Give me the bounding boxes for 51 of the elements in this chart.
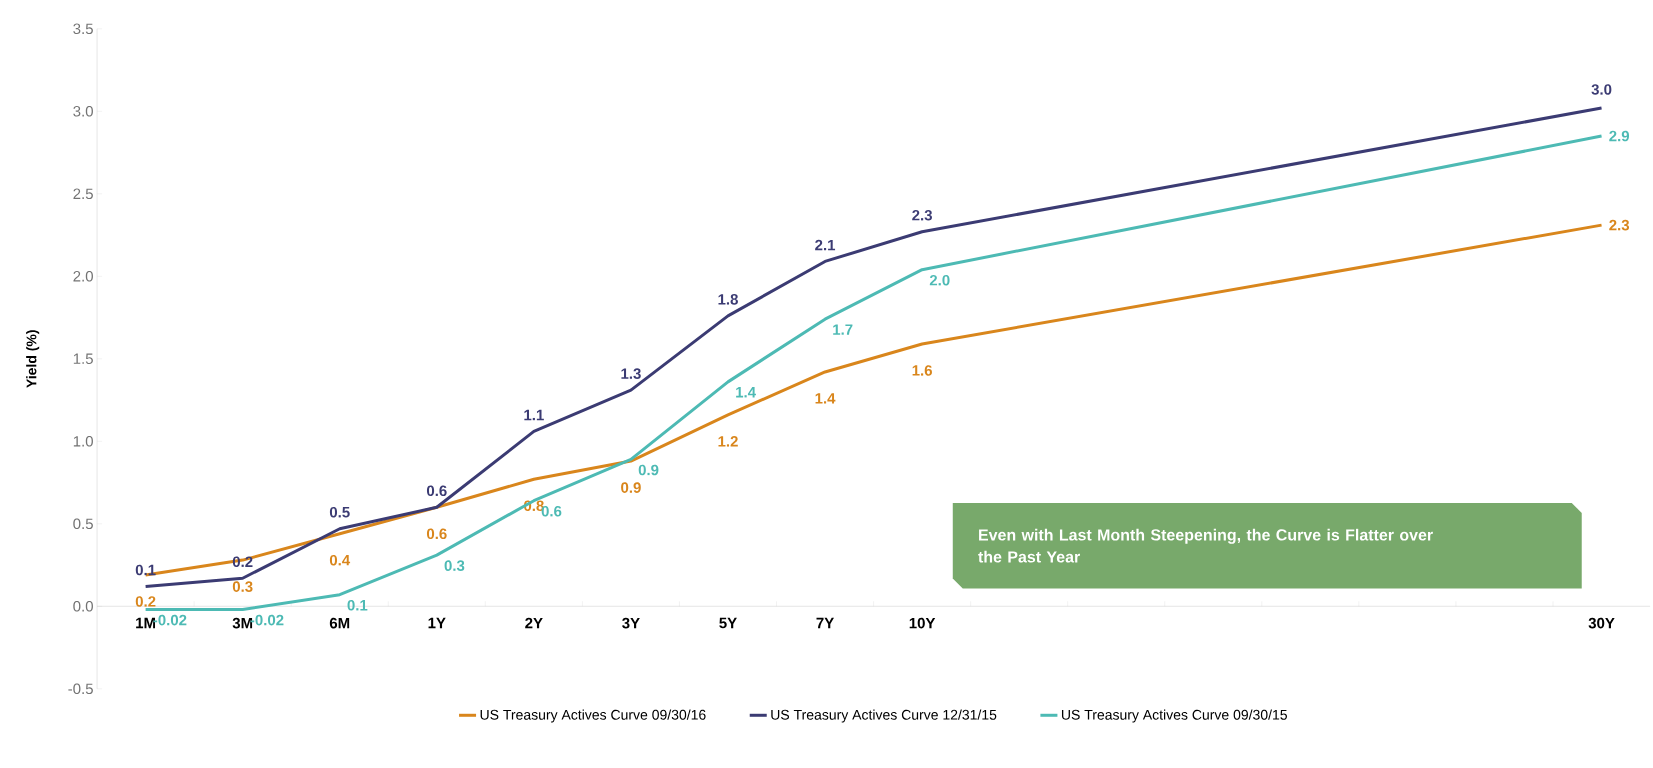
x-tick-label: 2Y <box>525 617 543 629</box>
y-tick-label: 3.0 <box>73 105 93 117</box>
y-tick-label: 2.5 <box>73 188 93 200</box>
annotation: Even with Last Month Steepening, the Curve is Flatter over the Past Year <box>978 528 1433 563</box>
x-tick-label: 5Y <box>719 617 737 629</box>
data-label: 0.6 <box>426 485 447 497</box>
data-label: 0.5 <box>329 506 350 518</box>
x-tick-label: 30Y <box>1588 617 1615 629</box>
data-label: -0.02 <box>153 614 187 626</box>
y-tick-label: 3.5 <box>73 23 93 35</box>
data-label: 1.4 <box>815 393 836 404</box>
data-label: 2.0 <box>929 274 950 286</box>
data-label: 0.6 <box>426 528 447 540</box>
data-label: 0.9 <box>621 482 641 493</box>
data-label: 0.3 <box>232 581 253 592</box>
data-label: 3.0 <box>1591 84 1612 95</box>
legend-label: US Treasury Actives Curve 09/30/16 <box>480 709 706 723</box>
data-label: 1.3 <box>621 368 641 379</box>
data-label: 0.2 <box>135 596 156 607</box>
data-label: 0.9 <box>638 464 659 476</box>
legend-label: US Treasury Actives Curve 12/31/15 <box>771 709 997 723</box>
x-tick-label: 1M <box>136 617 156 629</box>
data-label: 2.9 <box>1609 130 1630 142</box>
data-label: 2.3 <box>1609 219 1630 231</box>
x-tick-label: 7Y <box>816 617 834 629</box>
x-tick-label: 1Y <box>428 617 446 629</box>
y-tick-label: 1.0 <box>73 435 93 447</box>
data-label: 0.1 <box>135 564 156 576</box>
x-tick-label: 10Y <box>909 617 936 629</box>
data-label: 1.7 <box>833 324 853 335</box>
y-tick-label: 0.0 <box>73 600 93 612</box>
x-tick-label: 3Y <box>622 617 640 629</box>
data-label: 0.1 <box>347 599 368 611</box>
y-tick-label: 1.5 <box>73 353 93 365</box>
data-label: 1.1 <box>524 409 544 421</box>
y-tick-label: 0.5 <box>73 518 93 530</box>
data-label: 0.4 <box>329 554 351 566</box>
y-tick-label: 2.0 <box>73 270 93 282</box>
y-axis-title: Yield (%) <box>26 330 40 388</box>
data-label: 2.1 <box>815 239 836 251</box>
legend-label: US Treasury Actives Curve 09/30/15 <box>1061 709 1287 723</box>
data-label: 2.3 <box>912 209 932 221</box>
x-tick-label: 3M <box>232 617 253 629</box>
data-label: -0.02 <box>250 614 284 626</box>
data-label: 1.8 <box>718 294 738 305</box>
x-tick-label: 6M <box>329 617 350 629</box>
data-label: 0.3 <box>444 560 465 571</box>
y-tick-label: -0.5 <box>68 683 93 695</box>
data-label: 1.4 <box>736 387 756 398</box>
data-label: 1.6 <box>912 365 932 376</box>
data-label: 1.2 <box>718 436 738 447</box>
